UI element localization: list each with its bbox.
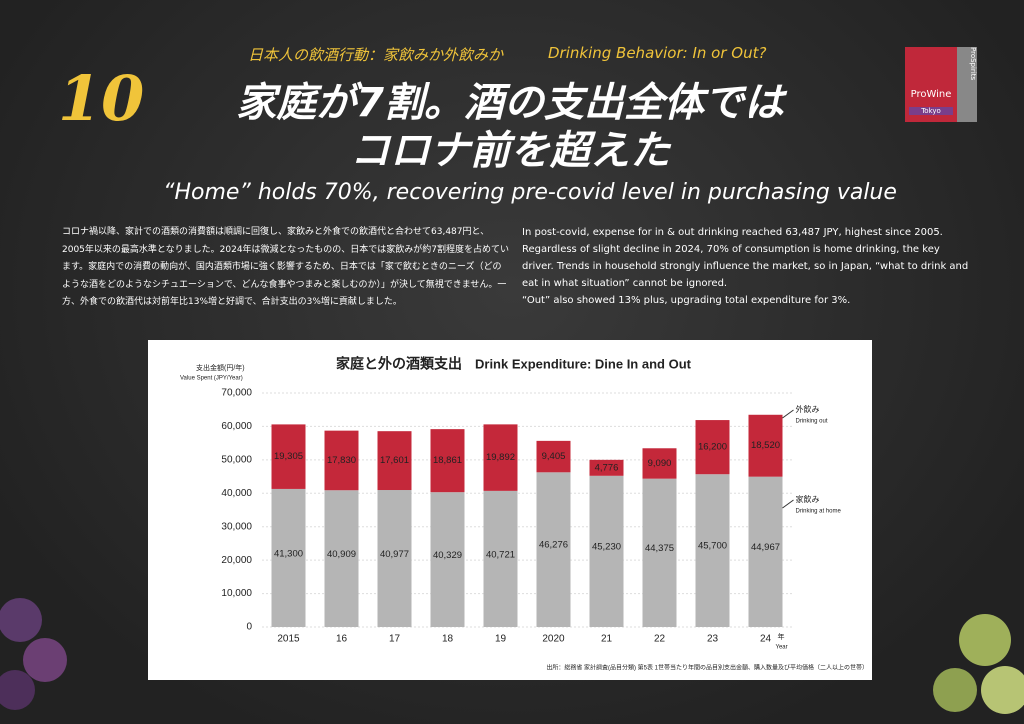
title-line: コロナ前を超えた	[350, 128, 670, 174]
y-label: 支出金額(円/年)	[196, 363, 245, 372]
y-tick-label: 60,000	[221, 421, 252, 432]
x-tick-label: 24	[760, 634, 772, 645]
y-tick-label: 10,000	[221, 588, 252, 599]
bar-segment	[377, 431, 412, 491]
value-label: 16,200	[698, 442, 727, 453]
value-label: 40,977	[380, 549, 409, 560]
x-tick-label: 2020	[542, 634, 565, 645]
x-tick-label: 19	[495, 634, 507, 645]
number: 10	[58, 62, 145, 135]
logo-main: ProWine	[910, 89, 952, 100]
bar-segment	[483, 490, 518, 627]
bar-segment	[271, 424, 306, 489]
y-tick-label: 30,000	[221, 521, 252, 532]
value-label: 41,300	[274, 548, 303, 559]
x-tick-label: 16	[336, 634, 348, 645]
chart-title: 家庭と外の酒類支出	[336, 356, 462, 372]
value-label: 19,892	[486, 452, 515, 463]
value-label: 45,230	[592, 541, 621, 552]
decoration	[981, 666, 1024, 714]
x-tick-label: 2015	[277, 634, 300, 645]
bar-segment	[536, 440, 571, 473]
bar-segment	[748, 414, 783, 477]
value-label: 45,700	[698, 541, 727, 552]
x-tick-label: 18	[442, 634, 454, 645]
value-label: 40,909	[327, 549, 356, 560]
source: 出所：総務省 家計調査(品目分類) 第5表 1世帯当たり年間の品目別支出金額、購…	[546, 664, 868, 672]
value-label: 4,776	[595, 462, 619, 473]
bar-segment	[695, 420, 730, 475]
x-tick-label: 23	[707, 634, 719, 645]
bar-segment	[377, 490, 412, 627]
body-ja: コロナ禍以降、家計での酒類の消費額は順調に回復し、家飲みと外食での飲酒代と合わせ…	[62, 227, 509, 307]
logo-side: ProSpirits	[957, 47, 977, 122]
value-label: 40,721	[486, 549, 515, 560]
bar-segment	[430, 429, 465, 493]
value-label: 46,276	[539, 540, 568, 551]
decoration	[0, 670, 35, 710]
bar-segment	[324, 430, 359, 491]
bar-segment	[642, 478, 677, 627]
paragraph: In post-covid, expense for in & out drin…	[522, 227, 969, 289]
title-line: 家庭が7割。酒の支出全体では	[236, 80, 784, 126]
x-label: 年	[778, 632, 785, 641]
legend-leader	[782, 499, 794, 509]
legend-label: 外飲み	[796, 404, 820, 414]
y-tick-label: 70,000	[221, 388, 252, 399]
value-label: 19,305	[274, 451, 303, 462]
value-label: 17,601	[380, 455, 409, 466]
y-tick-label: 50,000	[221, 454, 252, 465]
y-label-en: Value Spent (JPY/Year)	[180, 376, 243, 382]
y-tick-label: 40,000	[221, 488, 252, 499]
kicker-en: Drinking Behavior: In or Out?	[548, 44, 767, 62]
bar-segment	[748, 476, 783, 627]
body-en: In post-covid, expense for in & out drin…	[522, 224, 970, 309]
x-tick-label: 22	[654, 634, 666, 645]
bar-segment	[589, 459, 624, 476]
headline-en: “Home” holds 70%, recovering pre-covid l…	[163, 180, 897, 205]
bar-segment	[483, 424, 518, 491]
legend-label-en: Drinking at home	[796, 509, 842, 515]
legend-leader	[782, 409, 794, 419]
bar-segment	[430, 492, 465, 627]
value-label: 17,830	[327, 455, 356, 466]
bar-segment	[271, 488, 306, 627]
legend-label: 家飲み	[796, 494, 820, 504]
decoration	[0, 598, 42, 642]
value-label: 44,375	[645, 543, 674, 554]
legend-label-en: Drinking out	[796, 419, 828, 425]
paragraph: “Out” also showed 13% plus, upgrading to…	[522, 295, 851, 306]
value-label: 18,520	[751, 440, 780, 451]
bar-segment	[324, 490, 359, 627]
x-tick-label: 21	[601, 634, 613, 645]
decoration	[933, 668, 977, 712]
y-tick-label: 20,000	[221, 555, 252, 566]
x-label-en: Year	[776, 645, 788, 651]
bar-segment	[695, 474, 730, 627]
value-label: 9,405	[542, 451, 566, 462]
bar-segment	[642, 448, 677, 479]
value-label: 44,967	[751, 542, 780, 553]
value-label: 18,861	[433, 455, 462, 466]
decoration	[23, 638, 67, 682]
bar-segment	[536, 472, 571, 627]
y-tick-label: 0	[246, 622, 252, 633]
kicker-ja: 日本人の飲酒行動：家飲みか外飲みか	[248, 46, 504, 64]
bar-segment	[589, 475, 624, 627]
logo: ProWine Tokyo ProSpirits	[905, 47, 977, 122]
decoration	[959, 614, 1011, 666]
logo-city: Tokyo	[909, 107, 953, 115]
chart-title-en: Drink Expenditure: Dine In and Out	[475, 356, 692, 371]
value-label: 40,329	[433, 550, 462, 561]
value-label: 9,090	[648, 458, 672, 469]
x-tick-label: 17	[389, 634, 401, 645]
